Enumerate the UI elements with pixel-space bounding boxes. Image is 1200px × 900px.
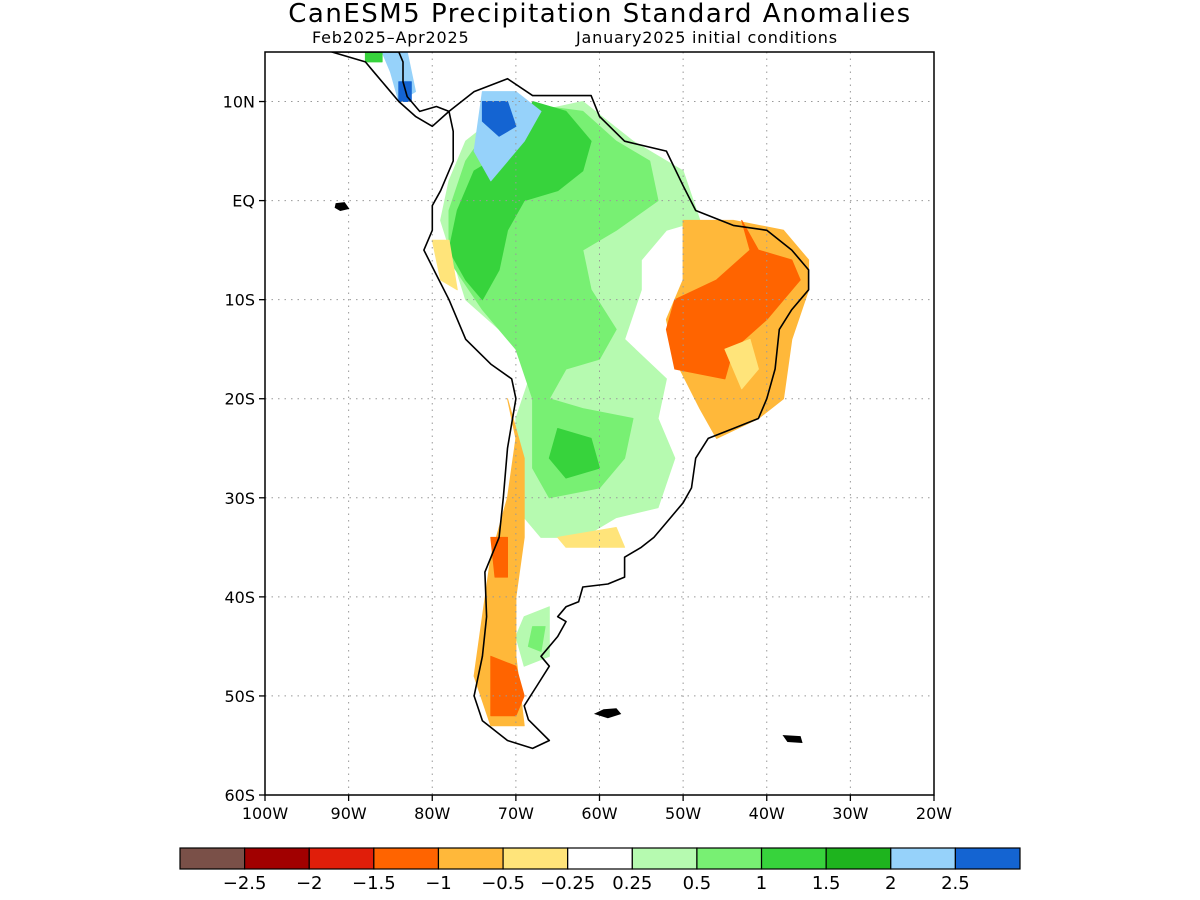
anomaly-region: [481, 101, 517, 137]
lon-tick-label: 70W: [498, 804, 534, 823]
colorbar: −2.5 −2 −1.5 −1 −0.5 −0.25 0.25 0.5 1 1.5 2 2.5: [179, 847, 1021, 894]
lat-tick-label: 40S: [224, 588, 255, 607]
colorbar-label: 1.5: [812, 873, 841, 894]
coastline: [331, 52, 450, 128]
anomaly-region: [548, 428, 600, 479]
map-title: CanESM5 Precipitation Standard Anomalies: [288, 0, 912, 29]
colorbar-swatch: [696, 847, 763, 870]
colorbar-swatch: [502, 847, 569, 870]
colorbar-label: −1: [425, 873, 452, 894]
coastline: [423, 77, 810, 750]
colorbar-label: 2: [885, 873, 896, 894]
colorbar-label: 0.25: [612, 873, 652, 894]
subtitle-initial-conditions: January2025 initial conditions: [576, 28, 838, 47]
lat-tick-label: 60S: [224, 786, 255, 805]
island: [593, 708, 622, 719]
gridlines: [265, 52, 934, 795]
colorbar-swatch: [437, 847, 504, 870]
lat-tick-label: 50S: [224, 687, 255, 706]
lat-tick-label: EQ: [232, 192, 255, 211]
colorbar-swatch: [954, 847, 1021, 870]
colorbar-label: 2.5: [941, 873, 970, 894]
colorbar-label: −1.5: [352, 873, 396, 894]
lon-tick-label: 30W: [832, 804, 868, 823]
colorbar-swatch: [244, 847, 310, 870]
colorbar-label: −0.25: [540, 873, 595, 894]
colorbar-swatch: [373, 847, 440, 870]
colorbar-label: 0.5: [683, 873, 712, 894]
coastlines: [331, 52, 810, 750]
lon-tick-label: 100W: [242, 804, 289, 823]
lat-tick-label: 30S: [224, 489, 255, 508]
colorbar-swatch: [825, 847, 892, 870]
anomaly-region: [490, 655, 525, 717]
colorbar-swatch: [567, 847, 633, 870]
colorbar-swatch: [760, 847, 827, 870]
colorbar-label: −0.5: [481, 873, 525, 894]
island: [334, 202, 350, 212]
lon-tick-label: 80W: [414, 804, 450, 823]
subtitle-period: Feb2025–Apr2025: [312, 28, 470, 47]
anomaly-region: [527, 626, 546, 652]
lon-tick-label: 20W: [916, 804, 952, 823]
anomaly-region: [557, 527, 626, 548]
lon-tick-label: 40W: [749, 804, 785, 823]
colorbar-swatch: [631, 847, 698, 870]
colorbar-swatch: [308, 847, 375, 870]
lon-tick-label: 60W: [581, 804, 617, 823]
colorbar-swatch: [890, 847, 956, 870]
colorbar-label: −2: [296, 873, 323, 894]
anomaly-region: [724, 338, 759, 390]
colorbar-swatch: [179, 847, 246, 870]
island: [782, 735, 803, 744]
anomaly-shading: [364, 52, 810, 727]
lat-tick-label: 20S: [224, 390, 255, 409]
lon-tick-label: 90W: [331, 804, 367, 823]
lat-tick-label: 10N: [223, 93, 255, 112]
lon-tick-label: 50W: [665, 804, 701, 823]
lat-tick-label: 10S: [224, 291, 255, 310]
colorbar-label: 1: [756, 873, 767, 894]
anomaly-region: [364, 52, 383, 63]
colorbar-label: −2.5: [223, 873, 267, 894]
anomaly-region: [431, 239, 458, 291]
